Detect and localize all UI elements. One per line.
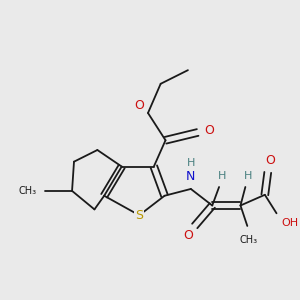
Text: N: N (186, 170, 196, 183)
Text: O: O (204, 124, 214, 137)
Text: O: O (266, 154, 276, 167)
Text: CH₃: CH₃ (239, 235, 257, 244)
Text: CH₃: CH₃ (18, 186, 36, 196)
Text: H: H (218, 171, 226, 181)
Text: O: O (134, 99, 144, 112)
Text: O: O (183, 229, 193, 242)
Text: H: H (187, 158, 195, 168)
Text: H: H (244, 171, 253, 181)
Text: S: S (135, 209, 143, 222)
Text: OH: OH (281, 218, 298, 228)
